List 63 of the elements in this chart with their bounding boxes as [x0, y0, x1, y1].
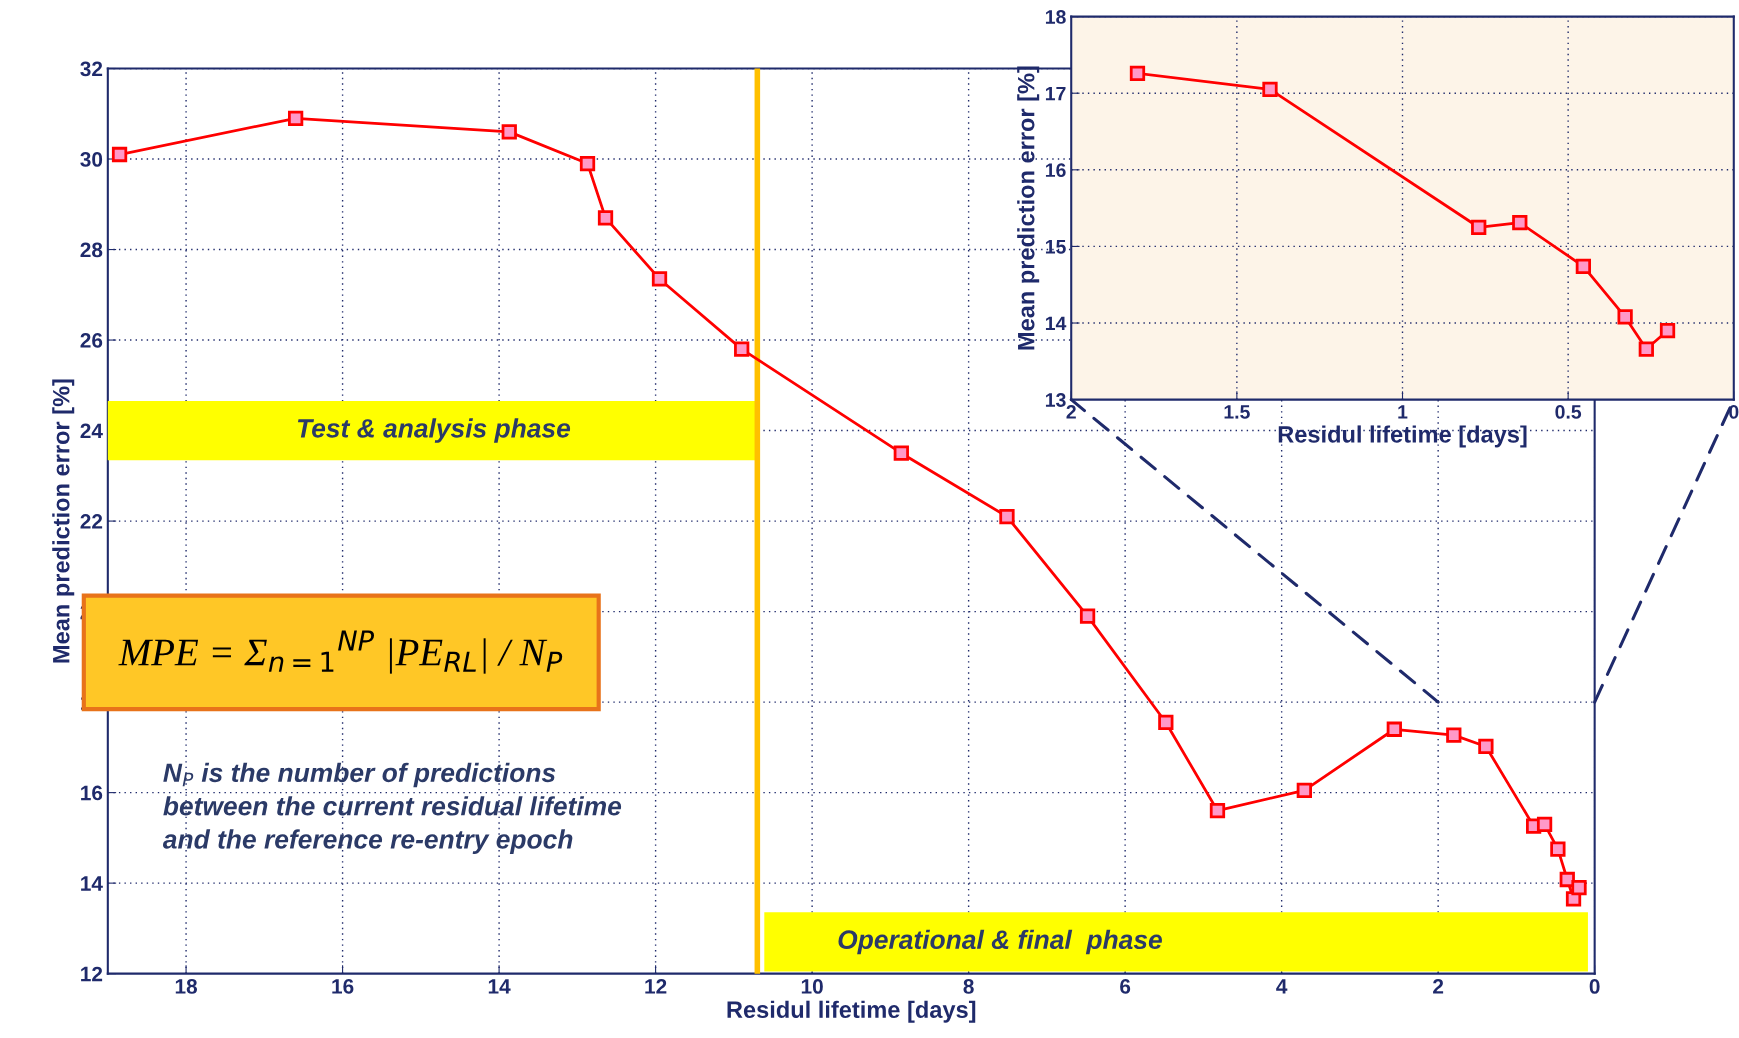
x-tick-label: 8 [963, 979, 974, 994]
point [1575, 258, 1592, 274]
y-tick-label: 14 [81, 876, 103, 891]
x-axis-title: Residul lifetime [days] [1278, 425, 1527, 448]
point [1262, 81, 1278, 98]
point [1471, 219, 1487, 235]
x-tick-label: 14 [488, 979, 511, 994]
point [893, 445, 909, 461]
point [1209, 803, 1226, 819]
point [1158, 714, 1174, 731]
point [1550, 841, 1566, 857]
point [287, 110, 304, 126]
point [1571, 880, 1587, 896]
y-tick-label: 18 [1045, 10, 1066, 24]
point [1446, 727, 1462, 743]
annotation: N$_{P}$ is the number of predictions between the current residual lifetime and the reference re-entry epoch [162, 762, 622, 854]
y-tick-label: 28 [80, 242, 103, 258]
x-tick-label: 2 [1066, 405, 1076, 419]
x-tick-label: 12 [645, 979, 667, 994]
annotation: Operational & final phase [838, 929, 1162, 955]
point [1129, 65, 1146, 81]
annotation: Test & analysis phase [297, 418, 571, 443]
y-tick-label: 12 [81, 966, 103, 982]
x-tick-label: 18 [175, 979, 198, 994]
point [597, 210, 614, 226]
point [1638, 341, 1654, 357]
x-tick-label: 10 [801, 979, 823, 994]
y-axis-title: Mean prediction error [%] [52, 379, 75, 663]
y-tick-label: 32 [80, 61, 103, 77]
point [579, 155, 596, 172]
point [651, 271, 668, 287]
y-tick-label: 15 [1045, 240, 1066, 254]
x-axis-title: Residul lifetime [days] [727, 1000, 976, 1023]
point [1386, 721, 1402, 737]
y-tick-label: 22 [80, 514, 103, 529]
x-tick-label: 4 [1276, 979, 1288, 994]
point [734, 341, 750, 357]
y-tick-label: 16 [81, 785, 103, 801]
y-tick-label: 24 [80, 423, 103, 439]
point [1659, 323, 1676, 339]
x-tick-label: 1.5 [1224, 405, 1250, 419]
point [1512, 215, 1528, 231]
point [999, 508, 1015, 525]
annotation: MPE = Σ$_{n=1}$$^{NP}$ |PE$_{RL}$| / N$_{P}$ [118, 630, 563, 674]
point [501, 124, 517, 140]
x-tick-label: 16 [332, 979, 354, 994]
point [1478, 738, 1494, 755]
point [1617, 309, 1633, 325]
y-tick-label: 14 [1045, 316, 1067, 331]
point [1079, 608, 1096, 624]
point [111, 146, 128, 163]
y-tick-label: 17 [1045, 86, 1066, 101]
y-tick-label: 30 [80, 152, 103, 167]
point [1296, 782, 1312, 798]
x-tick-label: 2 [1433, 979, 1444, 994]
x-tick-label: 0 [1589, 979, 1600, 994]
y-tick-label: 26 [80, 333, 103, 348]
x-tick-label: 6 [1120, 979, 1131, 994]
y-tick-label: 13 [1045, 393, 1066, 407]
x-tick-label: 1 [1398, 405, 1408, 419]
point [1536, 816, 1553, 832]
x-tick-label: 0.5 [1555, 405, 1582, 419]
y-tick-label: 16 [1045, 163, 1066, 178]
